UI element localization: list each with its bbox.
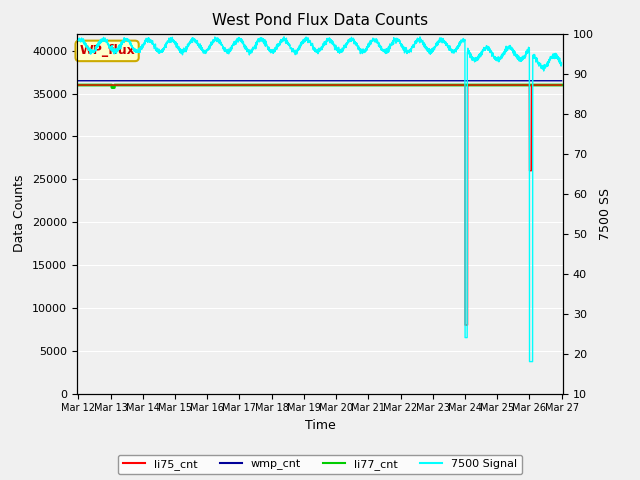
Y-axis label: Data Counts: Data Counts — [13, 175, 26, 252]
Title: West Pond Flux Data Counts: West Pond Flux Data Counts — [212, 13, 428, 28]
X-axis label: Time: Time — [305, 419, 335, 432]
Text: WP_flux: WP_flux — [79, 44, 135, 58]
Legend: li75_cnt, wmp_cnt, li77_cnt, 7500 Signal: li75_cnt, wmp_cnt, li77_cnt, 7500 Signal — [118, 455, 522, 474]
Y-axis label: 7500 SS: 7500 SS — [600, 188, 612, 240]
